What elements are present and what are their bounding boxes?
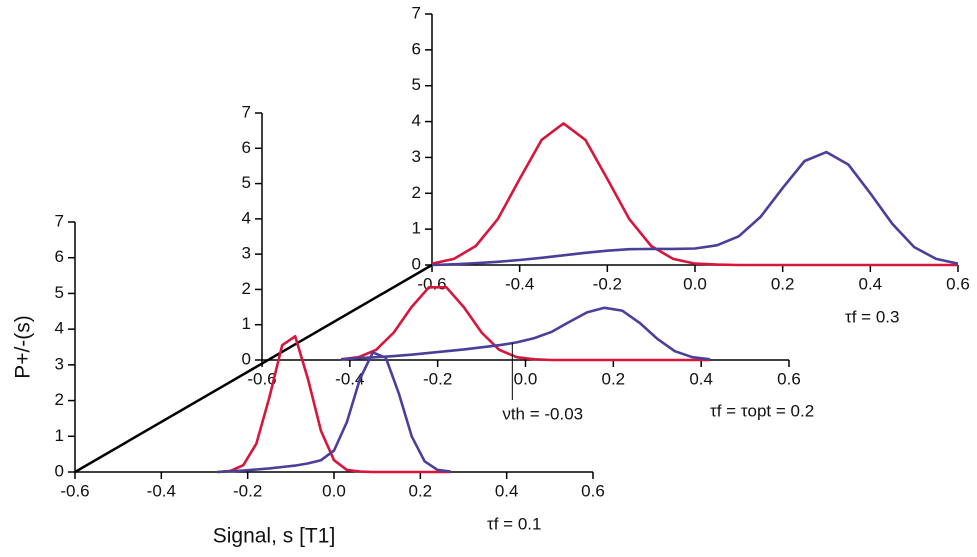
y-tick-label: 2 [412, 183, 421, 202]
x-tick-label: 0.2 [602, 369, 626, 388]
x-tick-label: -0.6 [417, 274, 446, 293]
x-tick-label: 0.6 [777, 369, 801, 388]
x-axis-label: Signal, s [T1] [213, 525, 336, 548]
y-tick-label: 7 [55, 211, 64, 230]
y-tick-label: 7 [242, 102, 251, 121]
y-tick-label: 0 [412, 254, 421, 273]
x-tick-label: 0.4 [495, 481, 519, 500]
curve [340, 286, 710, 362]
panel-annotation: τf = 0.1 [487, 514, 541, 533]
threshold-label: νth = -0.03 [502, 404, 583, 423]
y-tick-label: 5 [242, 173, 251, 192]
y-tick-label: 2 [242, 279, 251, 298]
y-tick-label: 0 [242, 349, 251, 368]
panel-annotation: τf = 0.3 [845, 307, 899, 326]
y-tick-label: 0 [55, 461, 64, 480]
x-tick-label: 0.4 [859, 274, 883, 293]
curve [341, 306, 711, 361]
x-tick-label: 0.0 [683, 274, 707, 293]
x-tick-label: 0.0 [322, 481, 346, 500]
x-tick-label: 0.6 [581, 481, 605, 500]
y-tick-label: 1 [242, 314, 251, 333]
y-tick-label: 4 [412, 111, 421, 130]
curve [431, 150, 959, 267]
y-axis-label: P+/-(s) [12, 315, 35, 379]
y-tick-label: 6 [242, 138, 251, 157]
x-tick-label: -0.4 [505, 274, 534, 293]
y-tick-label: 5 [412, 75, 421, 94]
curve [217, 335, 451, 474]
y-tick-label: 3 [242, 244, 251, 263]
x-tick-label: -0.2 [233, 481, 262, 500]
y-tick-label: 1 [55, 426, 64, 445]
y-tick-label: 4 [55, 319, 64, 338]
y-tick-label: 2 [55, 390, 64, 409]
x-tick-label: 0.4 [689, 369, 713, 388]
x-tick-label: -0.2 [423, 369, 452, 388]
x-tick-label: -0.2 [593, 274, 622, 293]
y-tick-label: 1 [412, 219, 421, 238]
y-tick-label: 3 [55, 354, 64, 373]
x-tick-label: 0.0 [514, 369, 538, 388]
y-tick-label: 4 [242, 208, 251, 227]
x-tick-label: 0.6 [946, 274, 970, 293]
panel-annotation: τf = τopt = 0.2 [710, 401, 814, 420]
x-tick-label: -0.4 [147, 481, 176, 500]
y-tick-label: 3 [412, 147, 421, 166]
depth-axis [74, 263, 433, 474]
x-tick-label: -0.6 [247, 369, 276, 388]
x-tick-label: 0.2 [771, 274, 795, 293]
x-tick-label: 0.2 [409, 481, 433, 500]
x-tick-label: -0.6 [60, 481, 89, 500]
curve [431, 122, 958, 267]
y-tick-label: 6 [412, 39, 421, 58]
curve [217, 351, 451, 474]
y-tick-label: 5 [55, 283, 64, 302]
y-tick-label: 6 [55, 247, 64, 266]
y-tick-label: 7 [412, 3, 421, 22]
